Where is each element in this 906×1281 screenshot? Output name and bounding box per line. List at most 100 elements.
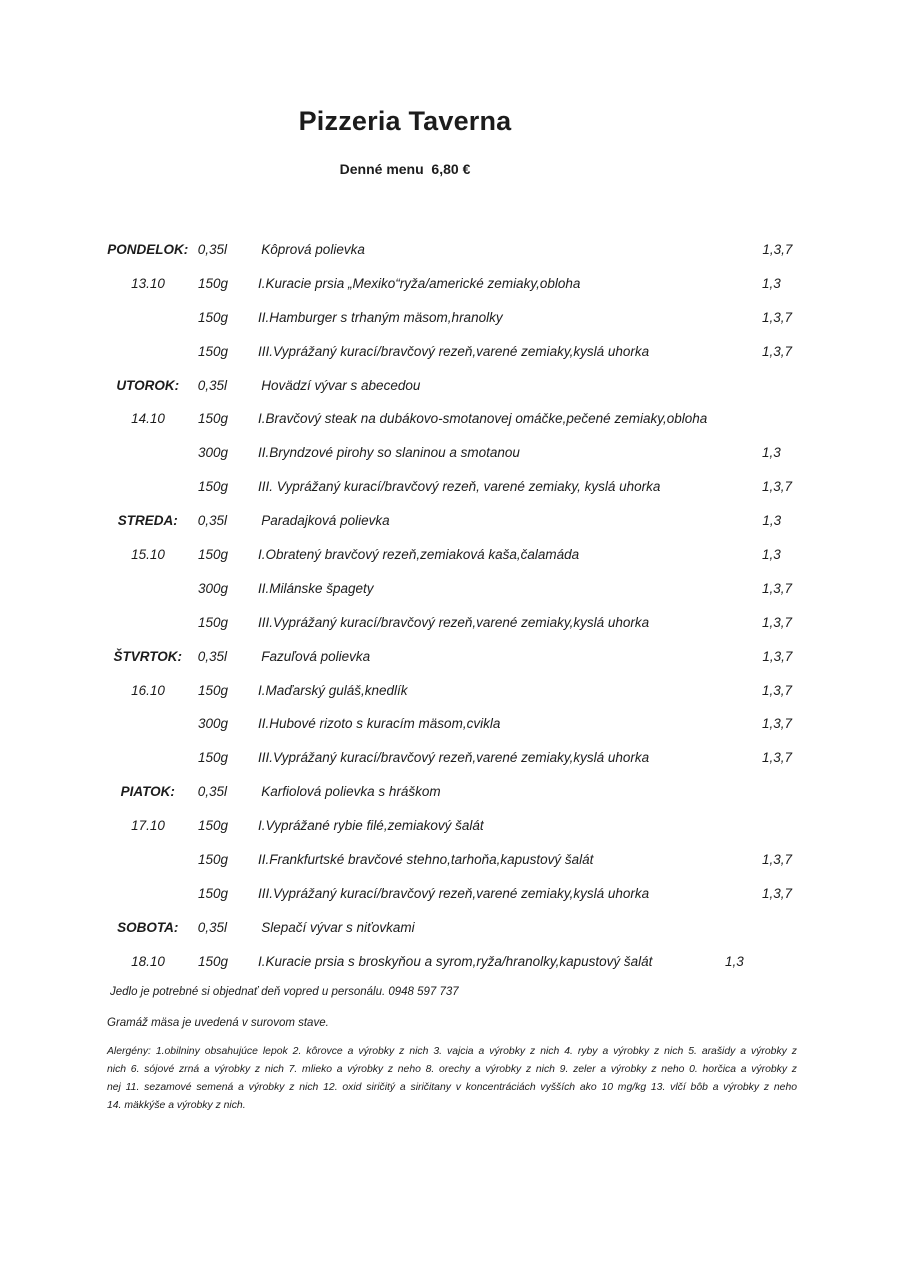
- menu-row: 150g III.Vyprážaný kurací/bravčový rezeň,…: [90, 606, 830, 640]
- menu-row: 300g II.Milánske špagety 1,3,7: [90, 572, 830, 606]
- dish-name: I.Kuracie prsia s broskyňou a syrom,ryža…: [258, 953, 653, 969]
- dish-name: I.Vyprážané rybie filé,zemiakový šalát: [258, 818, 484, 834]
- portion-size: 0,35l: [197, 919, 227, 935]
- page-title: Pizzeria Taverna: [298, 106, 512, 136]
- portion-size: 300g: [198, 445, 229, 461]
- allergens-note-line: 14. mäkkýše a výrobky z nich.: [107, 1100, 246, 1111]
- menu-row: 14.10 150g I.Bravčový steak na dubákovo-sm…: [90, 402, 830, 436]
- day-date: 13.10: [131, 275, 165, 291]
- allergen-codes: [762, 369, 830, 403]
- menu-row: 300g II.Bryndzové pirohy so slaninou a sm…: [90, 436, 830, 470]
- day-label: PIATOK:: [120, 784, 175, 800]
- menu-row: STREDA: 0,35l Paradajková polievka 1,3: [90, 504, 830, 538]
- day-label: UTOROK:: [116, 377, 180, 393]
- menu-row: 17.10 150g I.Vyprážané rybie filé,zemiakov…: [90, 809, 830, 843]
- portion-size: 150g: [198, 275, 229, 291]
- day-date: 15.10: [131, 547, 165, 563]
- portion-size: 0,35l: [197, 242, 227, 257]
- dish-name: Paradajková polievka: [261, 513, 390, 529]
- dish-name: II.Hamburger s trhaným mäsom,hranolky: [258, 309, 503, 325]
- portion-size: 0,35l: [197, 377, 227, 393]
- allergen-codes: 1,3,7: [762, 309, 793, 325]
- portion-size: 0,35l: [197, 648, 227, 664]
- portion-size: 150g: [198, 818, 229, 834]
- allergen-codes: 1,3,7: [762, 852, 793, 868]
- allergen-codes: 1,3: [762, 445, 781, 461]
- portion-size: 300g: [198, 716, 229, 732]
- portion-size: 150g: [198, 885, 229, 901]
- allergen-codes: 1,3,7: [762, 479, 793, 495]
- portion-size: 0,35l: [197, 784, 227, 800]
- allergens-note-line: Alergény: 1.obilniny obsahujúce lepok 2.…: [107, 1046, 797, 1057]
- day-date: [90, 335, 198, 369]
- allergen-codes: 1,3: [762, 513, 782, 529]
- dish-name: III.Vyprážaný kurací/bravčový rezeň,vare…: [258, 343, 650, 359]
- portion-size: 0,35l: [197, 513, 227, 529]
- dish-name: Karfiolová polievka s hráškom: [261, 784, 441, 800]
- allergen-codes: 1,3,7: [762, 648, 793, 664]
- menu-row: PIATOK: 0,35l Karfiolová polievka s hráško…: [90, 775, 830, 809]
- dish-name: Kôprová polievka: [261, 242, 365, 257]
- menu-row: 16.10 150g I.Maďarský guláš,knedlík 1,3,7: [90, 674, 830, 708]
- dish-name: Hovädzí vývar s abecedou: [261, 377, 421, 393]
- portion-size: 150g: [198, 343, 229, 359]
- order-note: Jedlo je potrebné si objednať deň vopred…: [110, 986, 459, 998]
- dish-name: II.Frankfurtské bravčové stehno,tarhoňa,…: [258, 852, 594, 868]
- menu-row: 150g II.Hamburger s trhaným mäsom,hranolk…: [90, 301, 830, 335]
- dish-name: II.Bryndzové pirohy so slaninou a smotan…: [258, 445, 520, 461]
- day-label: STREDA:: [117, 513, 178, 529]
- menu-row: SOBOTA: 0,35l Slepačí vývar s niťovkami: [90, 911, 830, 945]
- day-date: 14.10: [131, 411, 165, 427]
- day-date: 18.10: [131, 953, 165, 969]
- day-date: [90, 470, 198, 504]
- allergen-codes: 1,3,7: [762, 716, 793, 732]
- allergen-codes: 1,3: [762, 275, 781, 291]
- portion-size: 150g: [198, 614, 229, 630]
- day-date: [90, 707, 198, 741]
- menu-row: 300g II.Hubové rizoto s kuracím mäsom,cvi…: [90, 707, 830, 741]
- day-label: ŠTVRTOK:: [113, 648, 182, 664]
- day-date: [90, 436, 198, 470]
- dish-name: I.Kuracie prsia „Mexiko“ryža/americké ze…: [258, 275, 581, 291]
- dish-name: Slepačí vývar s niťovkami: [261, 919, 415, 935]
- dish-name: III.Vyprážaný kurací/bravčový rezeň,vare…: [258, 750, 650, 766]
- allergen-codes: 1,3: [762, 547, 781, 563]
- allergen-codes: 1,3,7: [762, 750, 793, 766]
- menu-row: ŠTVRTOK: 0,35l Fazuľová polievka 1,3,7: [90, 640, 830, 674]
- day-date: [90, 301, 198, 335]
- dish-name: I.Obratený bravčový rezeň,zemiaková kaša…: [258, 547, 580, 563]
- portion-size: 150g: [198, 852, 229, 868]
- menu-row: 150g III. Vyprážaný kurací/bravčový rezeň…: [90, 470, 830, 504]
- allergens-note: Alergény: 1.obilniny obsahujúce lepok 2.…: [107, 1043, 797, 1115]
- menu-row: 150g III.Vyprážaný kurací/bravčový rezeň,…: [90, 335, 830, 369]
- menu-table: PONDELOK: 0,35l Kôprová polievka 1,3,7 13.10…: [90, 233, 830, 979]
- portion-size: 300g: [198, 580, 229, 596]
- portion-size: 150g: [198, 547, 229, 563]
- portion-size: 150g: [198, 953, 229, 969]
- day-date: [90, 877, 198, 911]
- dish-name: I.Bravčový steak na dubákovo-smotanovej …: [258, 411, 708, 427]
- allergen-codes: 1,3,7: [762, 343, 793, 359]
- allergen-codes: [762, 402, 830, 436]
- menu-row: 150g III.Vyprážaný kurací/bravčový rezeň,…: [90, 877, 830, 911]
- dish-name: III.Vyprážaný kurací/bravčový rezeň,vare…: [258, 885, 650, 901]
- day-date: 17.10: [131, 818, 165, 834]
- menu-price-subtitle: Denné menu 6,80 €: [339, 161, 471, 177]
- allergen-codes: [762, 911, 830, 945]
- portion-size: 150g: [198, 750, 229, 766]
- allergen-codes: 1,3,7: [762, 242, 793, 257]
- dish-name: II.Milánske špagety: [258, 580, 374, 596]
- dish-name: I.Maďarský guláš,knedlík: [258, 682, 408, 698]
- day-label: SOBOTA:: [117, 919, 179, 935]
- menu-row: 18.10 150g I.Kuracie prsia s broskyňou a s…: [90, 945, 830, 979]
- day-date: [90, 606, 198, 640]
- allergen-codes: 1,3,7: [762, 682, 793, 698]
- day-label: PONDELOK:: [107, 242, 189, 257]
- allergens-note-line: nich 6. sójové zrná a výrobky z nich 7. …: [107, 1064, 797, 1075]
- allergen-codes: [762, 809, 830, 843]
- menu-row: PONDELOK: 0,35l Kôprová polievka 1,3,7: [90, 233, 830, 267]
- allergen-codes: [762, 775, 830, 809]
- dish-name: III. Vyprážaný kurací/bravčový rezeň, va…: [258, 479, 661, 495]
- day-date: [90, 572, 198, 606]
